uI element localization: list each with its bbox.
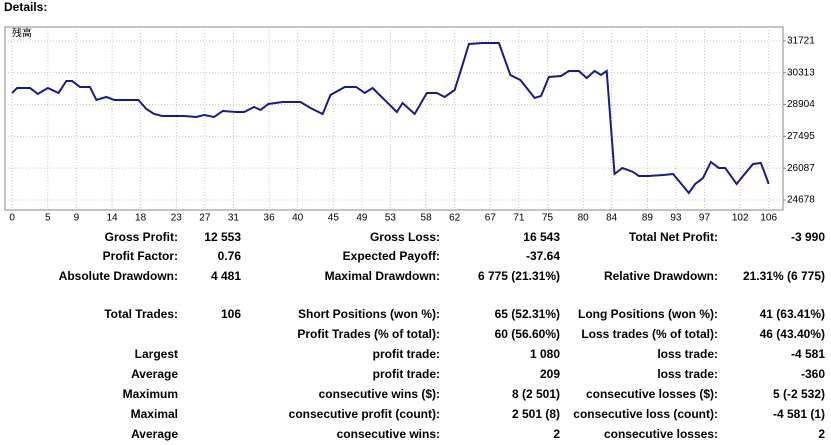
stat-value: 41 (63.41%) <box>759 307 825 321</box>
stat-label: loss trade: <box>657 347 718 361</box>
stat-label: Gross Loss: <box>369 230 440 244</box>
y-tick-label: 24678 <box>787 195 815 206</box>
stat-value: -37.64 <box>525 249 560 264</box>
stat-value: 8 (2 501) <box>511 387 560 401</box>
x-tick-label: 23 <box>171 213 183 224</box>
stat-value: 21.31% (6 775) <box>742 268 825 283</box>
stat-label: consecutive wins: <box>336 427 440 441</box>
stat-value: 2 501 (8) <box>511 407 560 421</box>
x-tick-label: 9 <box>74 213 80 224</box>
stat-value: 0.76 <box>217 249 241 264</box>
stat-value: 1 080 <box>529 347 560 361</box>
x-tick-label: 18 <box>135 213 147 224</box>
stat-value: 16 543 <box>523 230 560 244</box>
x-tick-label: 5 <box>45 213 51 224</box>
stat-label: Loss trades (% of total): <box>581 327 718 341</box>
stat-value: 4 481 <box>210 268 241 283</box>
stat-label: Absolute Drawdown: <box>58 268 178 283</box>
stat-value: 60 (56.60%) <box>494 327 560 341</box>
stat-label: loss trade: <box>657 367 718 381</box>
stat-value: 106 <box>220 307 241 321</box>
x-tick-label: 102 <box>732 213 749 224</box>
stat-value: 209 <box>539 367 560 381</box>
stat-value: 46 (43.40%) <box>759 327 825 341</box>
y-tick-label: 31721 <box>787 36 815 47</box>
stat-label: Maximal <box>130 407 178 421</box>
stat-label: consecutive loss (count): <box>573 407 718 421</box>
stat-label: Maximal Drawdown: <box>324 268 440 283</box>
y-tick-label: 27495 <box>787 131 815 142</box>
stat-label: consecutive losses: <box>603 427 718 441</box>
x-tick-label: 31 <box>228 213 240 224</box>
y-tick-label: 28904 <box>787 99 815 110</box>
x-tick-label: 89 <box>642 213 654 224</box>
x-tick-label: 97 <box>699 213 711 224</box>
stat-label: consecutive wins ($): <box>318 387 440 401</box>
x-tick-label: 36 <box>264 213 276 224</box>
stat-label: Gross Profit: <box>104 230 178 244</box>
stat-label: Relative Drawdown: <box>603 268 718 283</box>
stat-label: Profit Trades (% of total): <box>297 327 440 341</box>
x-tick-label: 75 <box>542 213 554 224</box>
stat-value: 65 (52.31%) <box>494 307 560 321</box>
x-tick-label: 49 <box>356 213 368 224</box>
x-tick-label: 71 <box>513 213 525 224</box>
stat-label: Long Positions (won %): <box>578 307 718 321</box>
chart: 残高 24678 26087 27495 28904 30313 31721 0 5 9 14 18… <box>4 26 815 224</box>
stat-label: Expected Payoff: <box>342 249 440 264</box>
stat-label: Profit Factor: <box>102 249 178 264</box>
series-label: 残高 <box>12 27 32 40</box>
stat-value: 6 775 (21.31%) <box>477 268 560 283</box>
x-tick-label: 67 <box>485 213 497 224</box>
x-tick-label: 0 <box>9 213 15 224</box>
x-tick-label: 84 <box>606 213 618 224</box>
stat-label: Total Net Profit: <box>628 230 718 244</box>
stat-label: Largest <box>134 347 178 361</box>
stat-label: profit trade: <box>372 347 440 361</box>
x-tick-label: 45 <box>328 213 340 224</box>
stat-value: -4 581 <box>790 347 825 361</box>
x-tick-label: 80 <box>578 213 590 224</box>
stat-label: Average <box>131 427 178 441</box>
stat-label: profit trade: <box>372 367 440 381</box>
stat-value: -360 <box>800 367 825 381</box>
x-tick-label: 93 <box>670 213 682 224</box>
stat-value: -3 990 <box>790 230 825 244</box>
stat-label: Average <box>131 367 178 381</box>
stat-label: Total Trades: <box>104 307 178 321</box>
stat-value: -4 581 (1) <box>772 407 825 421</box>
stat-label: Short Positions (won %): <box>298 307 440 321</box>
stat-value: 12 553 <box>204 230 241 244</box>
x-tick-label: 62 <box>449 213 461 224</box>
stat-value: 5 (-2 532) <box>772 387 825 401</box>
x-tick-label: 14 <box>107 213 119 224</box>
x-tick-label: 53 <box>385 213 397 224</box>
x-tick-label: 106 <box>760 213 777 224</box>
plot-frame <box>4 26 784 211</box>
x-tick-label: 58 <box>421 213 433 224</box>
stat-label: consecutive losses ($): <box>585 387 718 401</box>
y-tick-label: 30313 <box>787 67 815 78</box>
stat-label: Maximum <box>122 387 178 401</box>
heading: Details: <box>4 0 48 14</box>
stat-label: consecutive profit (count): <box>288 407 440 421</box>
balance-line <box>11 41 770 195</box>
stat-value: 2 <box>818 427 825 441</box>
stat-value: 2 <box>553 427 560 441</box>
x-tick-label: 40 <box>292 213 304 224</box>
y-tick-label: 26087 <box>787 163 815 174</box>
x-tick-label: 27 <box>199 213 211 224</box>
